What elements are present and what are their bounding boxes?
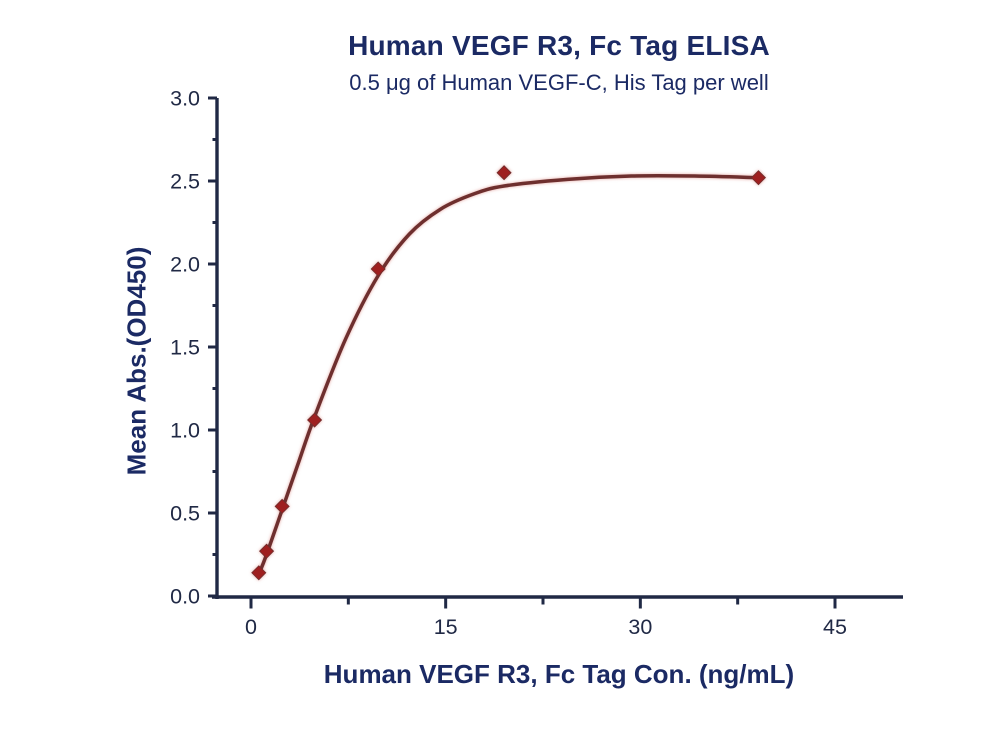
axes-layer: 0 15 30 45 0.0 0.5 1.0 1.5 2.0 2.5 3.0 <box>170 87 903 639</box>
plot-area: 0 15 30 45 0.0 0.5 1.0 1.5 2.0 2.5 3.0 <box>170 87 903 639</box>
y-tick-label: 1.5 <box>170 336 200 360</box>
x-tick-label: 0 <box>245 615 257 639</box>
x-tick-label: 45 <box>823 615 847 639</box>
series-layer <box>251 165 767 581</box>
data-point <box>750 170 767 186</box>
y-axis-title: Mean Abs.(OD450) <box>121 246 152 476</box>
x-tick-label: 15 <box>434 615 458 639</box>
data-point <box>370 261 386 277</box>
chart-title: Human VEGF R3, Fc Tag ELISA <box>348 30 770 61</box>
data-point <box>496 165 512 181</box>
fit-curve <box>257 173 761 577</box>
x-tick-label: 30 <box>628 615 652 639</box>
data-point <box>251 565 267 581</box>
y-tick-label: 2.0 <box>170 253 200 277</box>
y-tick-label: 1.0 <box>170 419 200 443</box>
data-point <box>259 543 275 559</box>
elisa-chart-figure: 0 15 30 45 0.0 0.5 1.0 1.5 2.0 2.5 3.0 Human VEGF … <box>40 16 1000 718</box>
data-point <box>307 412 323 428</box>
y-tick-label: 0.5 <box>170 502 200 526</box>
y-tick-label: 3.0 <box>170 87 200 111</box>
y-tick-label: 2.5 <box>170 170 200 194</box>
data-point <box>274 498 290 514</box>
chart-subtitle: 0.5 μg of Human VEGF-C, His Tag per well <box>349 70 769 95</box>
x-axis-title: Human VEGF R3, Fc Tag Con. (ng/mL) <box>323 659 795 689</box>
y-tick-label: 0.0 <box>170 585 200 609</box>
